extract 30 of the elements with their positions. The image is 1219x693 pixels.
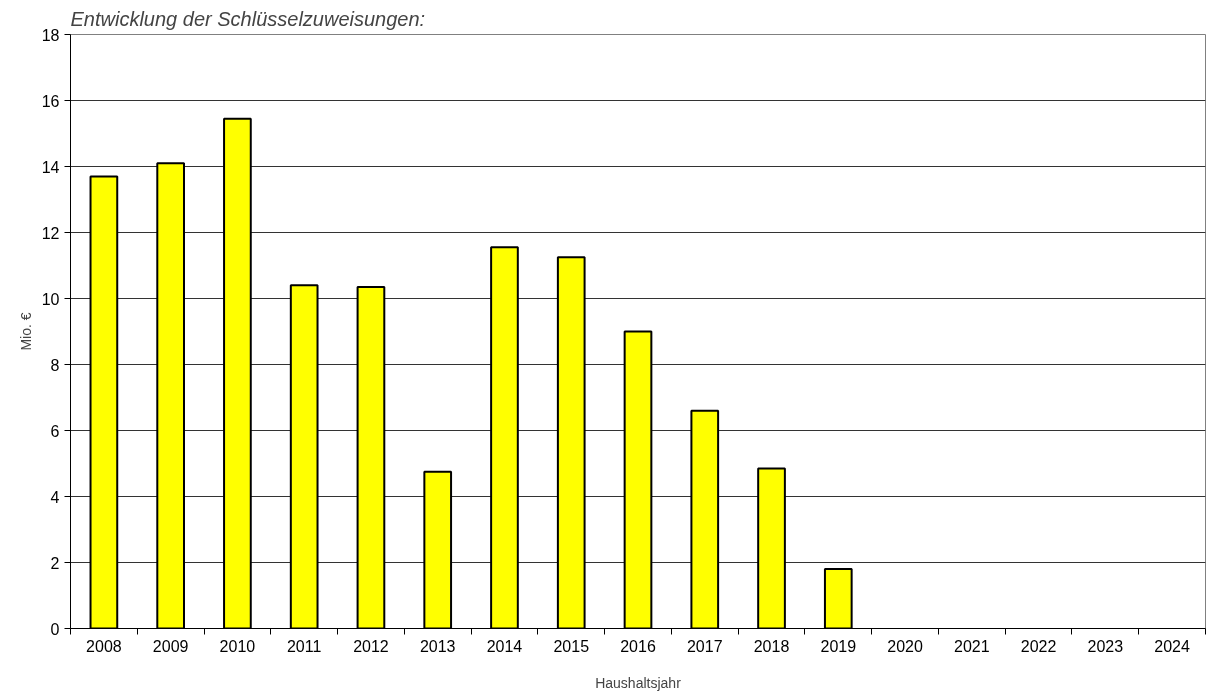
y-tick-label: 18 <box>41 26 60 44</box>
y-tick-label: 16 <box>41 92 60 110</box>
x-tick-label: 2013 <box>419 637 456 655</box>
x-tick-label: 2021 <box>954 637 990 655</box>
x-tick-label: 2008 <box>86 637 122 655</box>
x-tick-label: 2023 <box>1087 637 1124 655</box>
y-axis-title: Mio. € <box>17 312 34 351</box>
x-axis-title: Haushaltsjahr <box>595 674 682 691</box>
y-tick-label: 4 <box>50 488 60 506</box>
x-tick-label: 2014 <box>486 637 523 655</box>
chart-title: Entwicklung der Schlüsselzuweisungen: <box>70 7 426 30</box>
x-tick-label: 2019 <box>820 637 857 655</box>
y-tick-label: 14 <box>41 158 60 176</box>
x-tick-label: 2010 <box>219 637 256 655</box>
x-tick-label: 2020 <box>887 637 923 655</box>
x-tick-label: 2016 <box>620 637 656 655</box>
y-tick-label: 10 <box>41 290 60 308</box>
y-tick-label: 6 <box>50 422 60 440</box>
y-tick-label: 0 <box>50 620 60 638</box>
y-tick-label: 12 <box>41 224 60 242</box>
x-tick-label: 2009 <box>152 637 189 655</box>
x-tick-label: 2018 <box>753 637 790 655</box>
x-tick-label: 2022 <box>1020 637 1057 655</box>
x-tick-label: 2015 <box>553 637 590 655</box>
x-tick-label: 2012 <box>353 637 389 655</box>
y-tick-label: 8 <box>50 356 60 374</box>
x-tick-label: 2024 <box>1154 637 1191 655</box>
x-tick-label: 2011 <box>286 637 322 655</box>
x-tick-label: 2017 <box>686 637 723 655</box>
y-tick-label: 2 <box>50 554 60 572</box>
